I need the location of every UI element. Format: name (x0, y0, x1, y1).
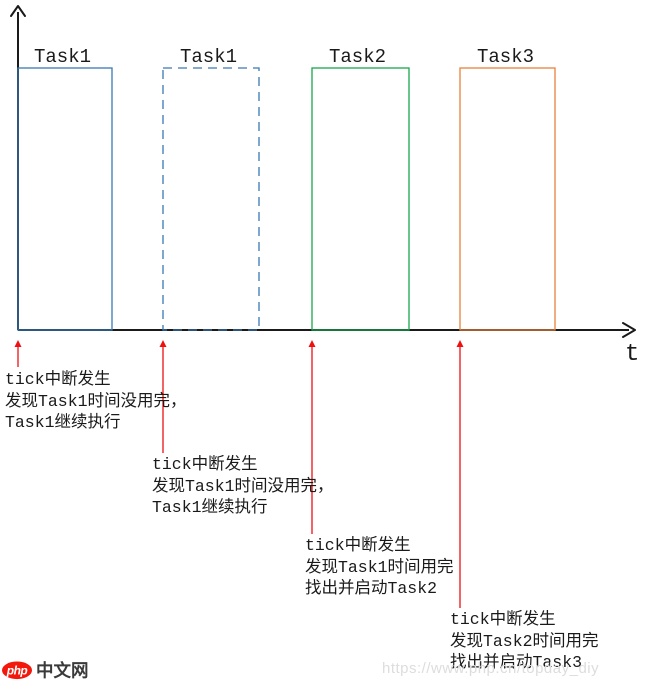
svg-text:中文网: 中文网 (36, 661, 89, 680)
svg-text:php: php (6, 663, 28, 677)
